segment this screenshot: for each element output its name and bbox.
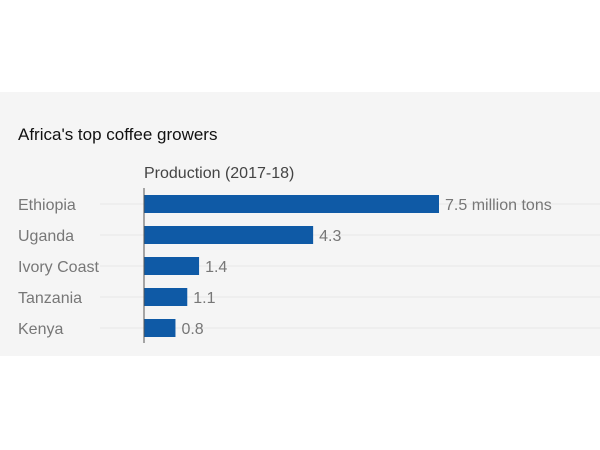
chart-title: Africa's top coffee growers xyxy=(18,125,218,144)
category-label: Ethiopia xyxy=(18,197,76,214)
category-label: Ivory Coast xyxy=(18,259,99,276)
data-label: 0.8 xyxy=(181,321,203,338)
chart-panel xyxy=(0,92,600,356)
category-label: Kenya xyxy=(18,321,63,338)
data-label: 4.3 xyxy=(319,228,341,245)
bar xyxy=(144,195,439,213)
bar xyxy=(144,226,314,244)
category-label: Uganda xyxy=(18,228,74,245)
bar xyxy=(144,319,176,337)
category-label: Tanzania xyxy=(18,290,82,307)
data-label: 7.5 million tons xyxy=(445,197,552,214)
bar xyxy=(144,257,200,275)
data-label: 1.4 xyxy=(205,259,227,276)
bars: Ethiopia 7.5 million tons Uganda 4.3 Ivory C… xyxy=(18,195,552,338)
data-label: 1.1 xyxy=(193,290,215,307)
bar xyxy=(144,288,188,306)
x-axis-title: Production (2017-18) xyxy=(144,165,294,182)
